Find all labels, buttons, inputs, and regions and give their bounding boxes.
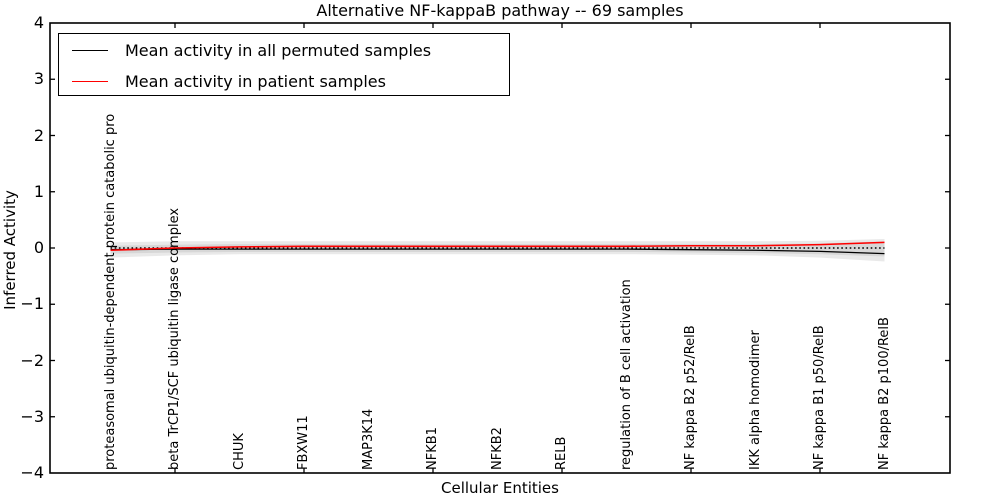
chart-title: Alternative NF-kappaB pathway -- 69 samp…: [316, 1, 684, 20]
red-line-sample-icon: [72, 80, 108, 82]
y-tick-label: −2: [20, 350, 44, 370]
series-line-patient: [110, 241, 885, 252]
legend-label-permuted: Mean activity in all permuted samples: [125, 40, 432, 60]
series-line-permuted: [110, 248, 885, 255]
black-line-sample-icon: [72, 49, 108, 51]
y-tick-label: 4: [33, 13, 44, 32]
x-axis-label: Cellular Entities: [441, 479, 559, 497]
y-tick-label: 0: [33, 238, 44, 257]
legend-row-patient: Mean activity in patient samples: [59, 66, 509, 96]
confidence-band-outer: [110, 239, 885, 262]
y-tick-label: 2: [33, 125, 44, 145]
y-tick-label: −4: [20, 463, 44, 482]
legend-row-permuted: Mean activity in all permuted samples: [59, 35, 509, 65]
y-tick-label: 3: [33, 69, 44, 89]
y-tick-label: 1: [33, 181, 44, 201]
y-tick-label: −3: [20, 406, 44, 426]
legend: Mean activity in all permuted samples Me…: [58, 33, 510, 96]
y-tick-label: −1: [20, 294, 44, 314]
legend-label-patient: Mean activity in patient samples: [125, 71, 386, 91]
